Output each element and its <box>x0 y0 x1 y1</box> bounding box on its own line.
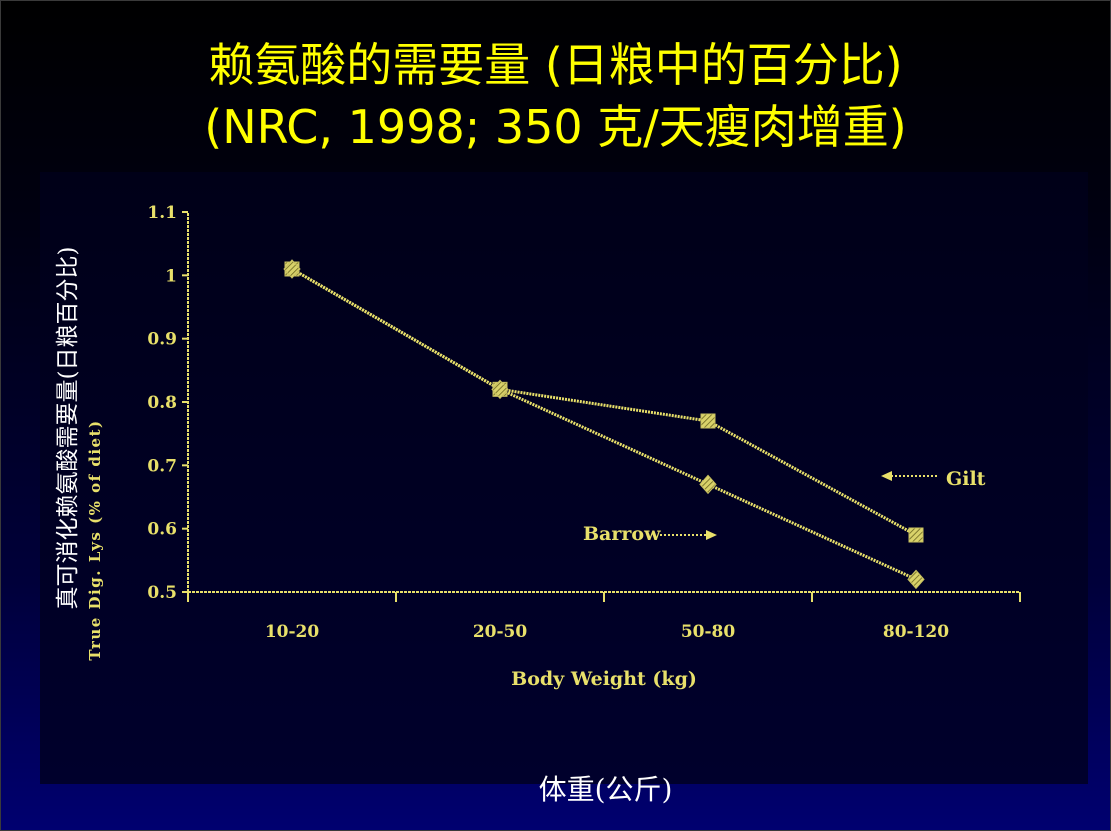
chart-series-lines <box>291 267 917 581</box>
x-axis-title: Body Weight (kg) <box>511 668 697 690</box>
series-line-gilt <box>291 267 917 537</box>
chart-axes <box>182 211 1021 602</box>
legend-label-gilt: Gilt <box>946 468 986 490</box>
legend-label-barrow: Barrow <box>583 523 661 545</box>
y-tick-label: 1.1 <box>147 203 177 223</box>
y-tick-label: 1 <box>165 266 177 286</box>
x-tick-label: 80-120 <box>883 622 949 642</box>
marker-barrow <box>907 569 925 590</box>
marker-barrow <box>491 379 509 400</box>
series-line-barrow <box>291 267 917 581</box>
y-tick-label: 0.9 <box>147 330 177 350</box>
plot-panel <box>40 172 1088 784</box>
x-tick-label: 20-50 <box>473 622 528 642</box>
chart-markers <box>283 259 925 590</box>
y-tick-label: 0.8 <box>147 393 177 413</box>
y-tick-label: 0.7 <box>147 456 177 476</box>
marker-barrow <box>283 259 301 279</box>
y-tick-label: 0.6 <box>147 520 177 540</box>
y-axis-title: True Dig. Lys (% of diet) <box>86 419 104 660</box>
x-axis-label-chinese: 体重(公斤) <box>538 773 673 806</box>
x-tick-label: 10-20 <box>265 622 320 642</box>
slide-title: 赖氨酸的需要量 (日粮中的百分比) (NRC, 1998; 350 克/天瘦肉增… <box>0 34 1111 158</box>
chart-labels: 0.5 0.6 0.7 0.8 0.9 1 1.1 10-20 20-50 50-80 80-120… <box>86 203 986 690</box>
title-line-1: 赖氨酸的需要量 (日粮中的百分比) <box>208 38 903 92</box>
y-tick-label: 0.5 <box>147 583 177 603</box>
marker-gilt <box>908 527 924 543</box>
x-tick-label: 50-80 <box>681 622 736 642</box>
marker-barrow <box>699 474 717 495</box>
marker-gilt <box>700 413 716 429</box>
title-line-2: (NRC, 1998; 350 克/天瘦肉增重) <box>204 100 907 154</box>
